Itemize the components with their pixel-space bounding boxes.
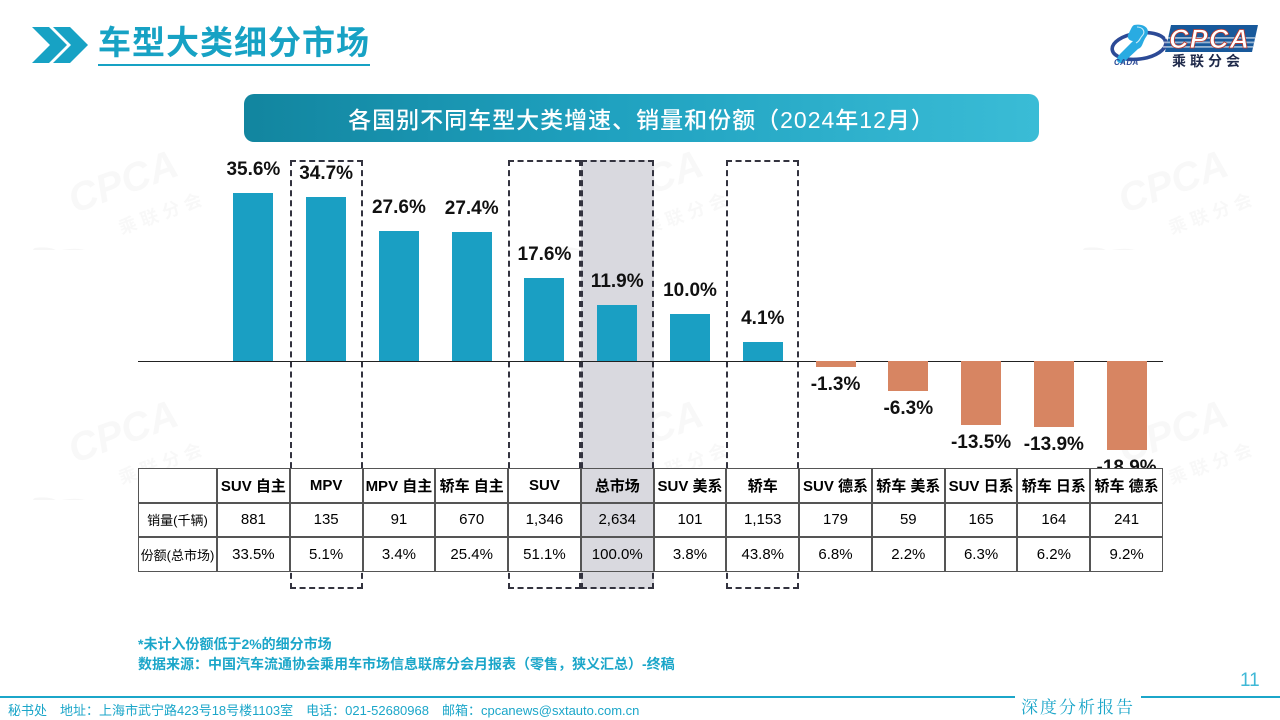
svg-text:CADA: CADA	[1114, 58, 1139, 67]
svg-text:乘联分会: 乘联分会	[1172, 51, 1244, 71]
svg-text:CPCA: CPCA	[1169, 24, 1249, 54]
